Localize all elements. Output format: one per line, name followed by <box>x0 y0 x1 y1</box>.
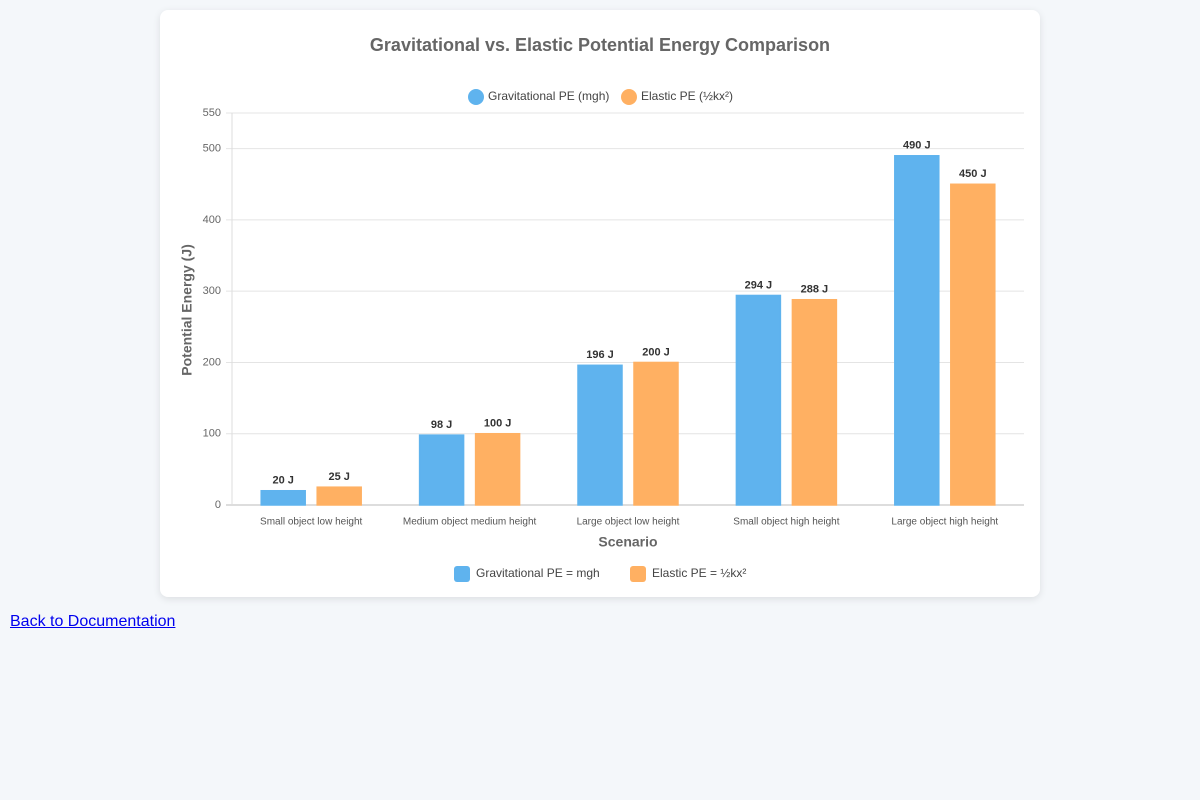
y-tick-label: 0 <box>215 499 221 511</box>
bar <box>418 434 465 506</box>
y-tick-label: 300 <box>203 285 221 297</box>
bar <box>735 294 782 506</box>
value-label: 294 J <box>745 279 773 291</box>
legend-marker <box>621 89 637 105</box>
legend-label: Elastic PE (½kx²) <box>641 89 733 103</box>
x-tick-label: Medium object medium height <box>403 517 537 528</box>
value-label: 450 J <box>959 168 987 180</box>
bar <box>894 155 940 506</box>
y-tick-label: 100 <box>203 428 221 440</box>
value-label: 98 J <box>431 419 452 431</box>
x-tick-label: Small object high height <box>733 517 839 528</box>
chart-title: Gravitational vs. Elastic Potential Ener… <box>370 35 830 55</box>
y-axis-title: Potential Energy (J) <box>179 244 195 375</box>
legend-marker <box>468 89 484 105</box>
formula-legend-marker <box>630 566 646 582</box>
bar <box>633 361 679 506</box>
value-label: 25 J <box>328 471 349 483</box>
formula-legend-label: Elastic PE = ½kx² <box>652 566 746 580</box>
y-tick-label: 550 <box>203 107 221 119</box>
value-label: 196 J <box>586 349 614 361</box>
bar <box>316 486 362 506</box>
legend-label: Gravitational PE (mgh) <box>488 89 609 103</box>
x-tick-label: Large object low height <box>577 517 680 528</box>
formula-legend-label: Gravitational PE = mgh <box>476 566 600 580</box>
value-label: 100 J <box>484 418 512 430</box>
x-tick-label: Small object low height <box>260 517 362 528</box>
bar <box>577 364 623 506</box>
bar <box>260 489 306 506</box>
formula-legend-marker <box>454 566 470 582</box>
x-axis-title: Scenario <box>598 534 657 550</box>
bar <box>950 183 996 506</box>
value-label: 200 J <box>642 346 670 358</box>
y-tick-label: 500 <box>203 143 221 155</box>
value-label: 288 J <box>801 284 829 296</box>
bar <box>474 432 521 506</box>
value-label: 490 J <box>903 140 931 152</box>
back-link[interactable]: Back to Documentation <box>10 613 176 630</box>
y-tick-label: 200 <box>203 356 221 368</box>
x-tick-label: Large object high height <box>891 517 998 528</box>
value-label: 20 J <box>272 475 293 487</box>
bar <box>791 298 838 506</box>
y-tick-label: 400 <box>203 214 221 226</box>
